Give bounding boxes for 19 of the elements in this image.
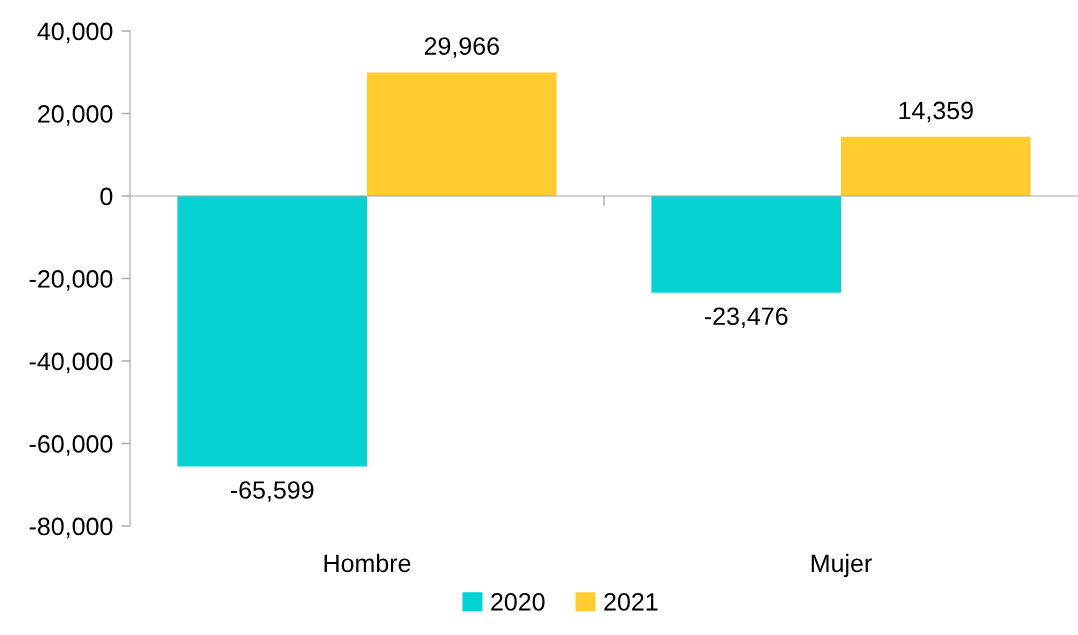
bar	[651, 196, 841, 293]
y-tick-label: -60,000	[29, 435, 113, 456]
data-label: -65,599	[230, 481, 314, 502]
y-tick-label: 0	[100, 187, 113, 206]
y-tick-label: -20,000	[29, 270, 113, 291]
x-tick-label: Hombre	[324, 553, 411, 573]
y-tick-label: -40,000	[29, 352, 113, 374]
bar	[841, 136, 1031, 196]
bar	[367, 72, 557, 196]
y-tick-label: -80,000	[29, 517, 113, 539]
data-label: -23,476	[704, 307, 788, 329]
legend-label: 2021	[604, 593, 658, 611]
bar	[177, 196, 367, 467]
y-tick-label: 20,000	[38, 105, 113, 126]
legend-label: 2020	[491, 593, 545, 611]
data-label: 29,966	[424, 37, 499, 58]
x-tick-label: Mujer	[811, 553, 872, 578]
data-label: 14,359	[899, 101, 973, 123]
y-tick-label: 40,000	[37, 22, 113, 44]
